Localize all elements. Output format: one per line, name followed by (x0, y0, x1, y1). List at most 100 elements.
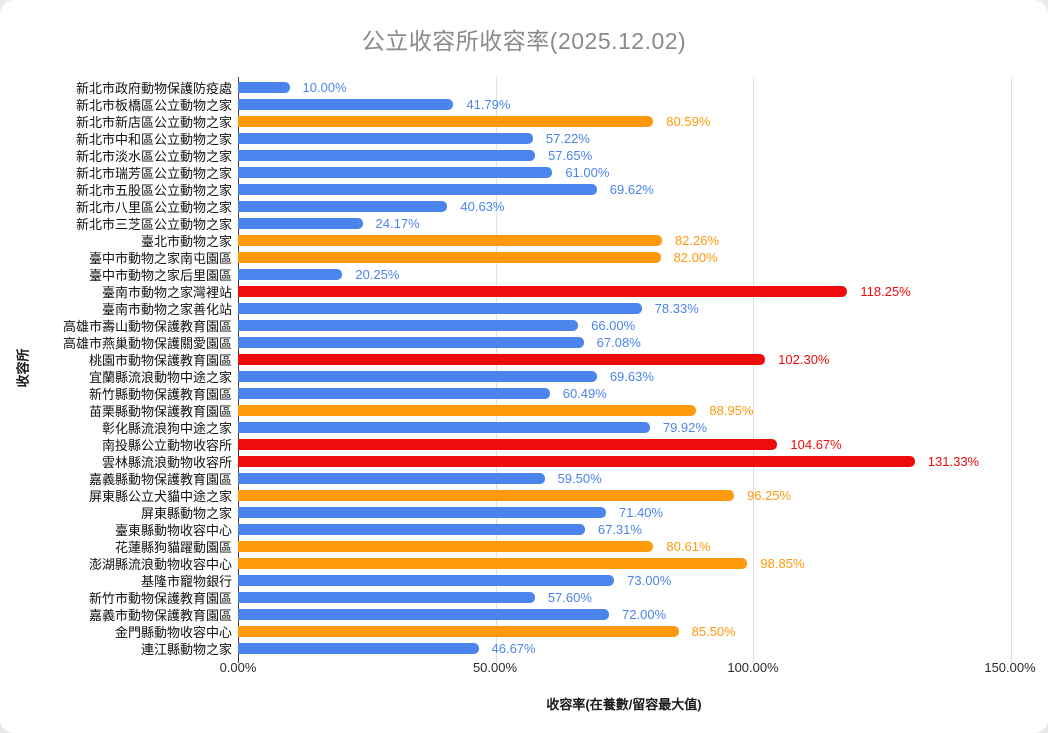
bar-track: 41.79% (238, 96, 1011, 113)
shelter-label: 新北市三芝區公立動物之家 (75, 217, 232, 232)
occupancy-bar (238, 320, 579, 331)
shelter-label: 嘉義縣動物保護教育園區 (88, 472, 232, 487)
shelter-label: 臺南市動物之家善化站 (101, 302, 232, 317)
shelter-label: 新北市淡水區公立動物之家 (75, 149, 232, 164)
occupancy-bar (238, 167, 553, 178)
bar-row: 臺中市動物之家后里園區 20.25% (0, 266, 1048, 283)
bar-row: 新北市新店區公立動物之家 80.59% (0, 113, 1048, 130)
bar-value-label: 88.95% (709, 403, 754, 418)
occupancy-bar (238, 354, 766, 365)
shelter-label: 嘉義市動物保護教育園區 (88, 608, 232, 623)
bar-row: 屏東縣動物之家 71.40% (0, 504, 1048, 521)
occupancy-bar (238, 575, 615, 586)
occupancy-bar (238, 456, 915, 467)
bar-value-label: 60.49% (562, 386, 607, 401)
occupancy-bar (238, 303, 642, 314)
shelter-label: 高雄市燕巢動物保護關愛園區 (62, 336, 232, 351)
shelter-label: 臺中市動物之家后里園區 (88, 268, 232, 283)
bar-track: 57.65% (238, 147, 1011, 164)
occupancy-bar (238, 150, 536, 161)
occupancy-bar (238, 184, 597, 195)
shelter-label: 金門縣動物收容中心 (114, 625, 232, 640)
shelter-label: 新竹縣動物保護教育園區 (88, 387, 232, 402)
bar-value-label: 96.25% (747, 488, 792, 503)
shelter-label: 南投縣公立動物收容所 (101, 438, 232, 453)
shelter-label: 雲林縣流浪動物收容所 (101, 455, 232, 470)
bar-value-label: 80.59% (666, 114, 711, 129)
x-tick-50: 50.00% (472, 660, 518, 675)
bar-value-label: 40.63% (460, 199, 505, 214)
occupancy-bar (238, 82, 290, 93)
bar-value-label: 102.30% (778, 352, 830, 367)
occupancy-bar (238, 422, 650, 433)
occupancy-bar (238, 558, 748, 569)
bar-value-label: 71.40% (618, 505, 664, 520)
bar-value-label: 46.67% (491, 641, 536, 656)
bar-value-label: 57.65% (548, 148, 593, 163)
x-tick-0: 0.00% (219, 660, 257, 675)
bar-row: 金門縣動物收容中心 85.50% (0, 623, 1048, 640)
occupancy-bar (238, 592, 535, 603)
occupancy-bar (238, 541, 654, 552)
bar-track: 61.00% (238, 164, 1011, 181)
bar-row: 基隆市寵物銀行 73.00% (0, 572, 1048, 589)
shelter-label: 新北市八里區公立動物之家 (75, 200, 232, 215)
bar-value-label: 24.17% (375, 216, 420, 231)
bar-value-label: 61.00% (565, 165, 610, 180)
bar-value-label: 82.00% (673, 250, 718, 265)
shelter-label: 花蓮縣狗貓躍動園區 (114, 540, 232, 555)
bar-value-label: 82.26% (674, 233, 719, 248)
bar-value-label: 67.08% (596, 335, 641, 350)
occupancy-bar (238, 201, 448, 212)
bar-track: 73.00% (238, 572, 1011, 589)
occupancy-bar (238, 507, 606, 518)
bar-track: 79.92% (238, 419, 1011, 436)
bar-track: 20.25% (238, 266, 1011, 283)
shelter-label: 屏東縣動物之家 (140, 506, 232, 521)
bar-row: 屏東縣公立犬貓中途之家 96.25% (0, 487, 1048, 504)
bar-track: 118.25% (238, 283, 1011, 300)
bar-row: 新竹市動物保護教育園區 57.60% (0, 589, 1048, 606)
occupancy-bar (238, 337, 584, 348)
bar-row: 臺中市動物之家南屯園區 82.00% (0, 249, 1048, 266)
bar-track: 80.59% (238, 113, 1011, 130)
bar-row: 新北市板橋區公立動物之家 41.79% (0, 96, 1048, 113)
bar-track: 24.17% (238, 215, 1011, 232)
bar-track: 78.33% (238, 300, 1011, 317)
shelter-label: 苗栗縣動物保護教育園區 (88, 404, 232, 419)
bar-row: 宜蘭縣流浪動物中途之家 69.63% (0, 368, 1048, 385)
bar-value-label: 80.61% (666, 539, 711, 554)
bar-track: 72.00% (238, 606, 1011, 623)
bar-track: 85.50% (238, 623, 1011, 640)
occupancy-bar (238, 286, 848, 297)
bar-row: 臺東縣動物收容中心 67.31% (0, 521, 1048, 538)
bar-track: 82.26% (238, 232, 1011, 249)
shelter-label: 桃園市動物保護教育園區 (88, 353, 232, 368)
bar-row: 連江縣動物之家 46.67% (0, 640, 1048, 657)
bar-track: 102.30% (238, 351, 1011, 368)
bar-value-label: 118.25% (860, 284, 911, 299)
bar-track: 131.33% (238, 453, 1011, 470)
bar-row: 花蓮縣狗貓躍動園區 80.61% (0, 538, 1048, 555)
occupancy-bar (238, 490, 734, 501)
occupancy-bar (238, 116, 654, 127)
bar-track: 69.62% (238, 181, 1011, 198)
bar-track: 10.00% (238, 79, 1011, 96)
bar-track: 82.00% (238, 249, 1011, 266)
occupancy-bar (238, 218, 363, 229)
shelter-label: 宜蘭縣流浪動物中途之家 (88, 370, 232, 385)
bar-row: 新竹縣動物保護教育園區 60.49% (0, 385, 1048, 402)
bar-rows: 新北市政府動物保護防疫處 10.00% 新北市板橋區公立動物之家 41.79% 新北市新… (0, 79, 1048, 657)
bar-track: 98.85% (238, 555, 1011, 572)
occupancy-bar (238, 524, 585, 535)
bar-row: 臺南市動物之家善化站 78.33% (0, 300, 1048, 317)
bar-track: 104.67% (238, 436, 1011, 453)
x-axis-title: 收容率(在養數/留容最大值) (546, 697, 702, 712)
occupancy-bar (238, 371, 597, 382)
bar-value-label: 72.00% (622, 607, 667, 622)
shelter-label: 臺中市動物之家南屯園區 (88, 251, 232, 266)
shelter-label: 澎湖縣流浪動物收容中心 (88, 557, 232, 572)
bar-value-label: 79.92% (662, 420, 707, 435)
bar-value-label: 57.22% (545, 131, 590, 146)
